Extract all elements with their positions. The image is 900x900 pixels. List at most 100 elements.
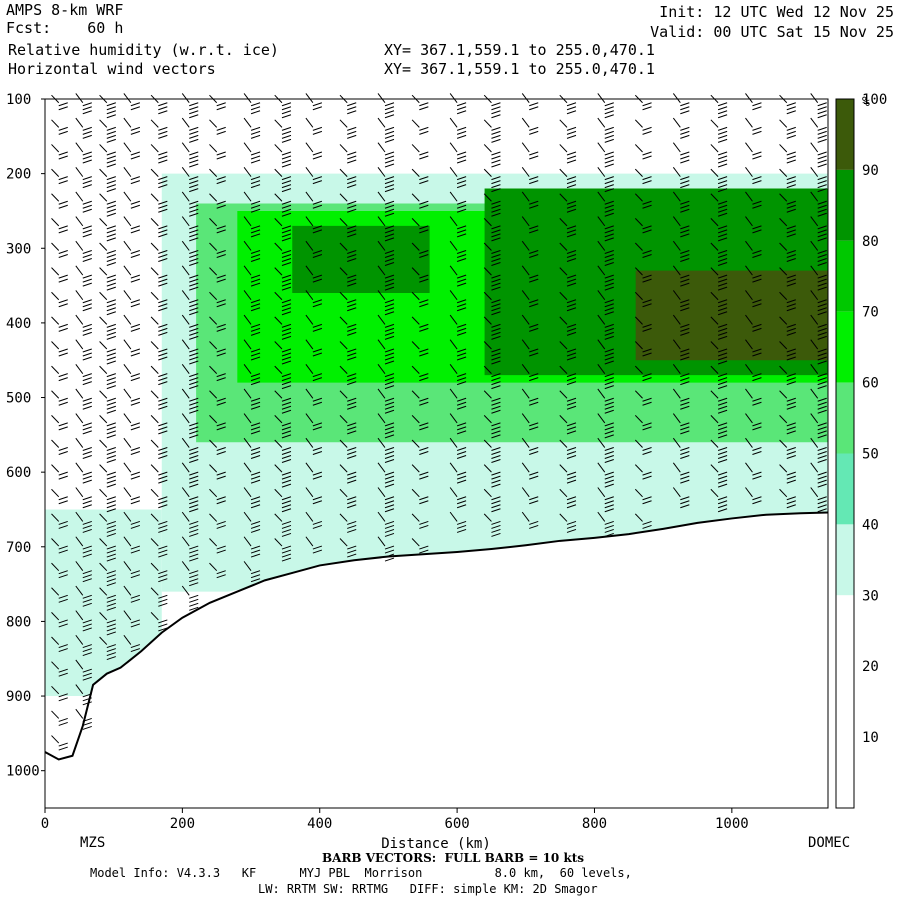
wind-barb	[483, 316, 501, 340]
wind-barb	[710, 242, 728, 266]
wind-barb	[339, 341, 357, 361]
wind-barb	[779, 341, 796, 361]
wind-barb	[243, 437, 261, 460]
wind-barb	[521, 142, 539, 160]
wind-barb	[634, 316, 652, 332]
wind-barb	[274, 390, 292, 414]
wind-barb	[209, 488, 226, 505]
wind-barb	[243, 561, 261, 583]
wind-barb	[150, 488, 168, 509]
wind-barb	[779, 291, 796, 312]
wind-barb	[634, 464, 652, 480]
wind-barb	[209, 464, 226, 480]
wind-barb	[243, 314, 261, 336]
wind-barb	[779, 193, 796, 213]
wind-barb	[597, 93, 614, 119]
wind-barb	[745, 314, 762, 332]
wind-barb	[209, 365, 226, 382]
wind-barb	[123, 536, 141, 554]
wind-barb	[305, 388, 323, 406]
wind-barb	[181, 388, 199, 414]
wind-barb	[123, 364, 141, 382]
wind-barb	[597, 388, 614, 414]
wind-barb	[181, 142, 199, 168]
wind-barb	[243, 536, 261, 558]
colorbar-tick-label: 90	[862, 163, 879, 179]
wind-barb	[597, 314, 614, 340]
wind-barb	[150, 415, 168, 435]
wind-barb	[339, 119, 357, 139]
wind-barb	[123, 191, 141, 209]
x-tick-label: 1000	[715, 816, 749, 832]
wind-barb	[123, 216, 141, 234]
wind-barb	[123, 462, 141, 480]
wind-barb	[559, 267, 577, 287]
colorbar-band	[836, 453, 854, 525]
wind-barb	[243, 216, 261, 238]
wind-barb	[710, 144, 728, 168]
wind-barbs	[51, 93, 827, 751]
wind-barb	[745, 93, 762, 111]
wind-barb	[559, 415, 577, 435]
wind-barb	[377, 462, 395, 488]
wind-barb	[209, 267, 226, 283]
wind-barb	[123, 413, 141, 431]
wind-barb	[150, 291, 168, 312]
wind-barb	[483, 513, 501, 537]
wind-barb	[150, 612, 168, 632]
wind-barb	[181, 117, 199, 143]
plot-frame	[44, 98, 829, 809]
wind-barb	[75, 216, 92, 238]
wind-barb	[75, 142, 92, 164]
forecast-hour: Fcst: 60 h	[6, 19, 124, 37]
wind-barb	[150, 267, 168, 287]
wind-barb	[672, 339, 690, 361]
wind-barb	[123, 314, 141, 332]
y-tick-label: 300	[6, 241, 31, 257]
rh-region-4	[292, 225, 430, 294]
wind-barb	[99, 612, 116, 636]
wind-barb	[710, 119, 728, 143]
colorbar-band	[836, 595, 854, 667]
x-tick-label: 800	[582, 816, 607, 832]
wind-barb	[597, 191, 614, 217]
wind-barb	[75, 167, 92, 189]
wind-barb	[710, 267, 728, 291]
wind-barb	[305, 167, 323, 185]
x-tick-label: 200	[170, 816, 195, 832]
wind-barb	[181, 265, 199, 291]
x-tick-label: 400	[307, 816, 332, 832]
wind-barb	[243, 511, 261, 533]
wind-barb	[634, 439, 652, 456]
wind-barb	[305, 314, 323, 332]
wind-barb	[559, 119, 577, 139]
wind-barb	[123, 585, 141, 603]
wind-barb	[449, 216, 467, 238]
wind-barb	[99, 513, 116, 537]
wind-barb	[150, 242, 168, 262]
wind-barb	[411, 242, 429, 258]
wind-barb	[339, 94, 357, 115]
wind-barb	[75, 413, 92, 435]
wind-barb	[559, 218, 577, 238]
wind-barb	[339, 513, 357, 533]
wind-barb	[305, 117, 323, 135]
wind-barb	[810, 93, 827, 119]
wind-barb	[51, 464, 68, 480]
wind-barb	[779, 390, 796, 410]
wind-barb	[209, 439, 226, 456]
colorbar-band	[836, 169, 854, 241]
y-tick-label: 600	[6, 465, 31, 481]
wind-barb	[411, 94, 429, 111]
wind-barb	[411, 144, 429, 160]
wind-barb	[634, 488, 652, 505]
wind-barb	[305, 364, 323, 382]
wind-barb	[710, 316, 728, 340]
wind-barb	[75, 117, 92, 139]
wind-barb	[377, 216, 395, 242]
wind-barb	[672, 462, 690, 484]
wind-barb	[339, 464, 357, 484]
wind-barb	[710, 390, 728, 414]
wind-barb	[634, 144, 652, 160]
wind-barb	[597, 117, 614, 143]
